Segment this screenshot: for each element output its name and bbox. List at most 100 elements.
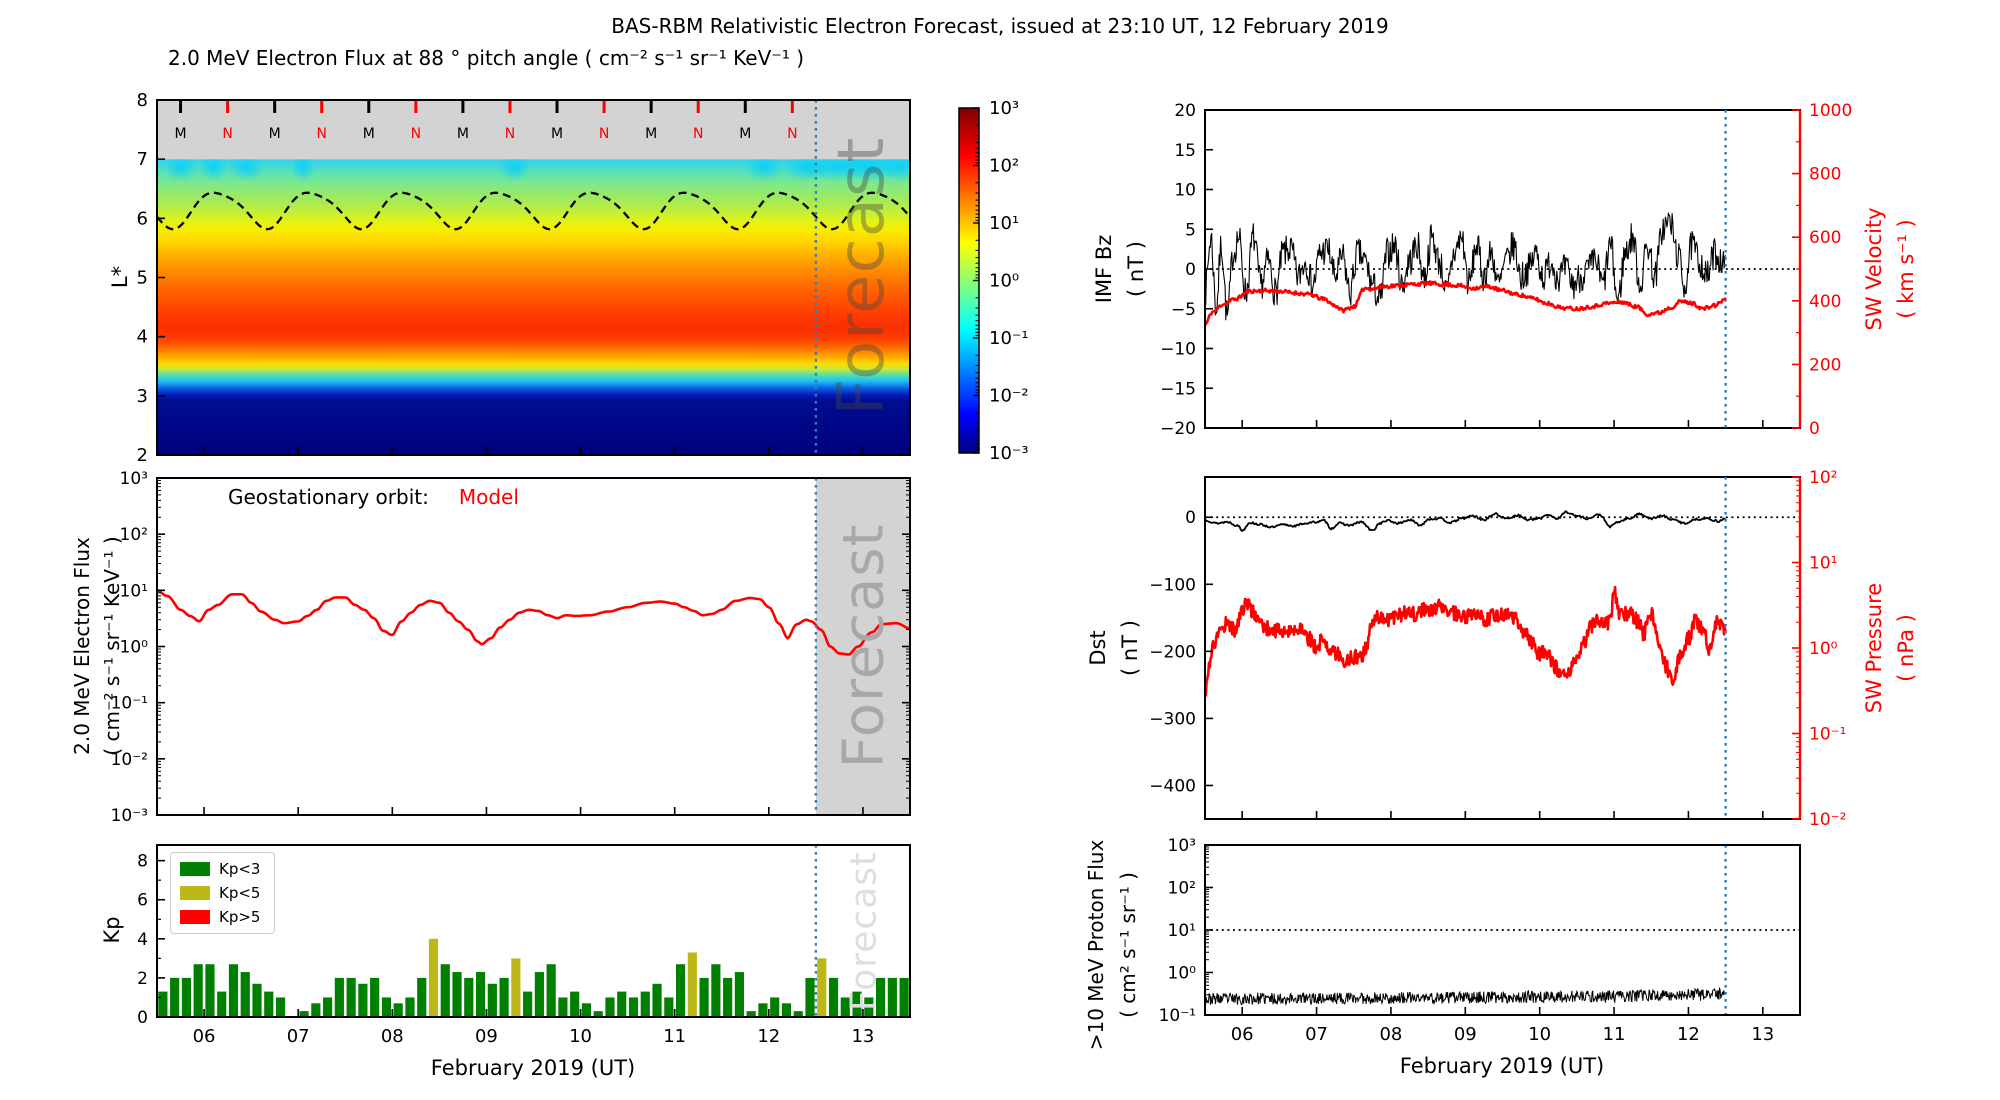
svg-text:10⁰: 10⁰ <box>120 638 149 658</box>
svg-text:10⁻²: 10⁻² <box>111 750 148 770</box>
kp-ylabel: Kp <box>100 916 124 944</box>
svg-text:−100: −100 <box>1149 575 1196 595</box>
svg-text:07: 07 <box>1305 1024 1328 1045</box>
kp-legend-row-mid: Kp<5 <box>180 884 260 902</box>
figure-title: BAS-RBM Relativistic Electron Forecast, … <box>611 14 1389 38</box>
kp-legend-swatch-red <box>180 910 210 924</box>
imf-bz-ylabel-units: ( nT ) <box>1124 241 1148 297</box>
svg-text:10³: 10³ <box>120 469 148 489</box>
svg-text:N: N <box>787 126 797 142</box>
svg-text:10: 10 <box>1528 1024 1551 1045</box>
svg-text:06: 06 <box>1231 1024 1254 1045</box>
electron-flux-ylabel-units: ( cm⁻² s⁻¹ sr⁻¹ KeV⁻¹ ) <box>100 536 124 756</box>
svg-text:10⁻¹: 10⁻¹ <box>1809 725 1846 745</box>
kp-legend: Kp<3 Kp<5 Kp>5 <box>170 852 276 934</box>
svg-text:7: 7 <box>137 149 148 170</box>
svg-text:−5: −5 <box>1171 300 1196 320</box>
kp-legend-label-low: Kp<3 <box>219 860 261 878</box>
svg-text:10²: 10² <box>1809 468 1837 488</box>
svg-text:400: 400 <box>1809 292 1841 312</box>
svg-text:12: 12 <box>757 1026 780 1047</box>
imf-bz-ylabel-name: IMF Bz <box>1092 234 1116 304</box>
svg-text:10⁻¹: 10⁻¹ <box>1159 1006 1196 1026</box>
svg-text:09: 09 <box>475 1026 498 1047</box>
kp-legend-swatch-green <box>180 862 210 876</box>
svg-text:20: 20 <box>1174 101 1196 121</box>
proton-flux-ylabel-name: >10 MeV Proton Flux <box>1084 839 1108 1051</box>
svg-text:0: 0 <box>137 1008 148 1028</box>
forecast-watermark-kp: Forecast <box>843 850 885 1012</box>
sw-pressure-ylabel-name: SW Pressure <box>1862 582 1886 714</box>
sw-velocity-ylabel-name: SW Velocity <box>1862 207 1886 331</box>
sw-velocity-ylabel-units: ( km s⁻¹ ) <box>1894 219 1918 319</box>
svg-text:5: 5 <box>137 268 148 289</box>
svg-text:10¹: 10¹ <box>1809 554 1837 574</box>
svg-text:N: N <box>599 126 609 142</box>
svg-text:8: 8 <box>137 90 148 111</box>
svg-text:4: 4 <box>137 930 148 950</box>
svg-text:10⁻³: 10⁻³ <box>111 806 148 826</box>
svg-text:−15: −15 <box>1160 379 1196 399</box>
svg-text:10³: 10³ <box>989 98 1019 119</box>
svg-text:10⁻²: 10⁻² <box>989 386 1029 407</box>
svg-text:3: 3 <box>137 386 148 407</box>
svg-text:10: 10 <box>1174 181 1196 201</box>
geo-orbit-legend: Geostationary orbit: Model <box>228 485 519 509</box>
svg-text:N: N <box>316 126 326 142</box>
svg-text:10: 10 <box>569 1026 592 1047</box>
svg-text:800: 800 <box>1809 165 1841 185</box>
svg-text:N: N <box>693 126 703 142</box>
svg-text:10⁻¹: 10⁻¹ <box>111 694 148 714</box>
svg-text:10³: 10³ <box>1168 836 1196 856</box>
svg-text:−300: −300 <box>1149 709 1196 729</box>
svg-text:08: 08 <box>381 1026 404 1047</box>
svg-text:13: 13 <box>851 1026 874 1047</box>
svg-text:M: M <box>269 126 281 142</box>
dst-ylabel-units: ( nT ) <box>1118 620 1142 676</box>
svg-text:15: 15 <box>1174 141 1196 161</box>
svg-text:N: N <box>505 126 515 142</box>
kp-legend-label-high: Kp>5 <box>219 908 261 926</box>
svg-text:M: M <box>551 126 563 142</box>
svg-text:6: 6 <box>137 891 148 911</box>
xlabel-left: February 2019 (UT) <box>430 1056 636 1080</box>
svg-text:10⁻²: 10⁻² <box>1809 810 1846 830</box>
kp-legend-row-low: Kp<3 <box>180 860 260 878</box>
svg-text:N: N <box>411 126 421 142</box>
svg-text:08: 08 <box>1379 1024 1402 1045</box>
proton-flux-ylabel-units: ( cm² s⁻¹ sr⁻¹ ) <box>1116 872 1140 1018</box>
svg-text:10⁻¹: 10⁻¹ <box>989 328 1029 349</box>
svg-text:600: 600 <box>1809 228 1841 248</box>
svg-text:10⁰: 10⁰ <box>1168 964 1197 984</box>
svg-text:10²: 10² <box>1168 879 1196 899</box>
xlabel-right: February 2019 (UT) <box>1399 1054 1605 1078</box>
svg-text:07: 07 <box>287 1026 310 1047</box>
svg-text:0: 0 <box>1809 419 1820 439</box>
svg-text:8: 8 <box>137 852 148 872</box>
svg-text:10²: 10² <box>989 156 1019 177</box>
svg-text:−200: −200 <box>1149 642 1196 662</box>
svg-text:10⁰: 10⁰ <box>989 271 1019 292</box>
geo-orbit-legend-model: Model <box>458 485 519 509</box>
svg-text:−20: −20 <box>1160 419 1196 439</box>
svg-text:10⁻³: 10⁻³ <box>989 443 1029 464</box>
svg-text:10¹: 10¹ <box>120 581 148 601</box>
svg-text:10²: 10² <box>120 525 148 545</box>
sw-pressure-ylabel-units: ( nPa ) <box>1894 614 1918 682</box>
svg-text:1000: 1000 <box>1809 101 1852 121</box>
svg-text:−400: −400 <box>1149 776 1196 796</box>
svg-text:09: 09 <box>1454 1024 1477 1045</box>
dst-ylabel-name: Dst <box>1086 630 1110 666</box>
svg-text:11: 11 <box>663 1026 686 1047</box>
svg-text:N: N <box>222 126 232 142</box>
forecast-watermark-spectrogram: Forecast <box>825 136 899 416</box>
svg-text:0: 0 <box>1185 508 1196 528</box>
svg-text:10⁰: 10⁰ <box>1809 639 1838 659</box>
geo-orbit-legend-prefix: Geostationary orbit: <box>228 485 429 509</box>
svg-text:M: M <box>174 126 186 142</box>
svg-text:13: 13 <box>1751 1024 1774 1045</box>
kp-legend-swatch-yellow <box>180 886 210 900</box>
svg-text:M: M <box>739 126 751 142</box>
svg-text:4: 4 <box>137 327 148 348</box>
